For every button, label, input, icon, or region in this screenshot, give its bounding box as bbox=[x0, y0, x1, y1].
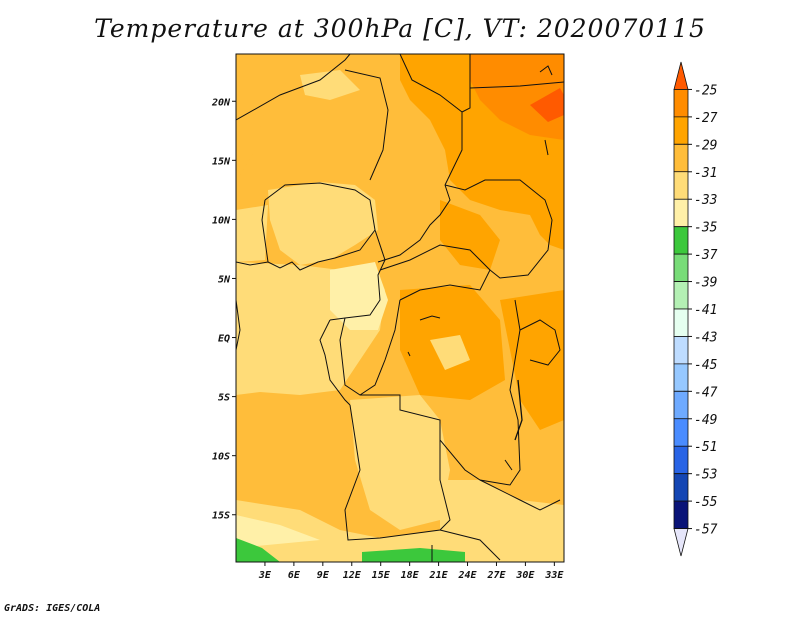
colorbar-label: -53 bbox=[694, 468, 717, 483]
x-tick-label: 6E bbox=[288, 570, 301, 581]
colorbar-label: -43 bbox=[694, 330, 717, 345]
y-tick-label: EQ bbox=[218, 334, 230, 345]
country-borders bbox=[236, 54, 564, 562]
colorbar-swatch bbox=[673, 418, 689, 447]
field-sw-35 bbox=[236, 515, 320, 548]
x-axis: 3E 6E 9E 12E 15E 18E 21E 24E 27E 30E 33E bbox=[258, 562, 564, 581]
colorbar-label: -33 bbox=[694, 193, 717, 208]
colorbar-label: -51 bbox=[694, 440, 717, 455]
field-west-33 bbox=[268, 182, 378, 265]
y-tick-label: 20N bbox=[211, 97, 231, 108]
colorbar-swatch bbox=[673, 143, 689, 173]
field-patch-1 bbox=[300, 70, 360, 100]
field-patch-2 bbox=[430, 335, 470, 370]
x-tick-label: 12E bbox=[343, 570, 362, 581]
y-tick-label: 5N bbox=[218, 274, 231, 285]
colorbar-swatch bbox=[673, 528, 689, 557]
colorbar-label: -25 bbox=[694, 83, 718, 98]
y-tick-label: 10N bbox=[212, 215, 231, 226]
colorbar-swatch bbox=[673, 308, 689, 337]
colorbar-swatch bbox=[673, 363, 689, 392]
y-tick-label: 15S bbox=[212, 511, 230, 522]
y-tick-label: 15N bbox=[212, 156, 231, 167]
grads-credit: GrADS: IGES/COLA bbox=[4, 603, 101, 614]
colorbar-label: -29 bbox=[694, 138, 717, 153]
x-tick-label: 30E bbox=[515, 570, 535, 581]
field-central-29 bbox=[440, 200, 500, 270]
colorbar-swatch bbox=[673, 89, 689, 118]
x-tick-label: 9E bbox=[317, 570, 330, 581]
x-tick-label: 27E bbox=[486, 570, 506, 581]
colorbar: -25 -27 -29 -31 -33 -35 -37 -39 -41 -43 -45 -47 -49 -… bbox=[673, 61, 718, 557]
temperature-field bbox=[236, 54, 564, 562]
colorbar-label: -31 bbox=[694, 166, 717, 181]
x-tick-label: 33E bbox=[544, 570, 564, 581]
y-tick-label: 10S bbox=[212, 452, 230, 463]
colorbar-label: -41 bbox=[694, 303, 717, 318]
colorbar-swatch bbox=[673, 336, 689, 365]
field-south-33 bbox=[236, 500, 470, 562]
colorbar-swatch bbox=[673, 253, 689, 282]
colorbar-swatch bbox=[673, 226, 689, 255]
field-ne-25 bbox=[530, 88, 564, 122]
x-tick-label: 3E bbox=[258, 570, 272, 581]
y-axis: 20N 15N 10N 5N EQ 5S 10S 15S bbox=[211, 97, 236, 522]
field-nw-band bbox=[236, 54, 300, 178]
colorbar-label: -55 bbox=[694, 495, 718, 510]
colorbar-label: -45 bbox=[694, 358, 718, 373]
colorbar-swatch bbox=[673, 198, 689, 228]
field-ne-27 bbox=[470, 54, 564, 140]
colorbar-swatch bbox=[673, 61, 689, 90]
colorbar-label: -27 bbox=[694, 111, 718, 126]
colorbar-label: -35 bbox=[694, 221, 718, 236]
colorbar-label: -47 bbox=[694, 385, 718, 400]
field-gabon-35 bbox=[330, 262, 388, 330]
colorbar-swatch bbox=[673, 171, 689, 200]
map-frame bbox=[235, 53, 565, 563]
x-tick-label: 24E bbox=[457, 570, 477, 581]
x-tick-label: 18E bbox=[401, 570, 420, 581]
colorbar-label: -39 bbox=[694, 276, 717, 291]
colorbar-swatch bbox=[673, 281, 689, 310]
colorbar-label: -37 bbox=[694, 248, 718, 263]
field-angola-33 bbox=[350, 395, 450, 530]
colorbar-swatch bbox=[673, 500, 689, 529]
colorbar-swatch bbox=[673, 116, 689, 145]
map-title: Temperature at 300hPa [C], VT: 202007011… bbox=[94, 14, 706, 43]
colorbar-swatch bbox=[673, 445, 689, 475]
field-coast-33 bbox=[236, 205, 268, 262]
colorbar-swatch bbox=[673, 473, 689, 502]
colorbar-swatch bbox=[673, 390, 689, 420]
colorbar-label: -57 bbox=[694, 523, 718, 538]
x-tick-label: 21E bbox=[429, 570, 449, 581]
field-s-37 bbox=[362, 548, 465, 562]
x-tick-label: 15E bbox=[372, 570, 391, 581]
field-zambia-33 bbox=[440, 480, 564, 562]
field-sw-37 bbox=[236, 538, 280, 562]
y-tick-label: 5S bbox=[218, 393, 230, 404]
colorbar-label: -49 bbox=[694, 413, 717, 428]
